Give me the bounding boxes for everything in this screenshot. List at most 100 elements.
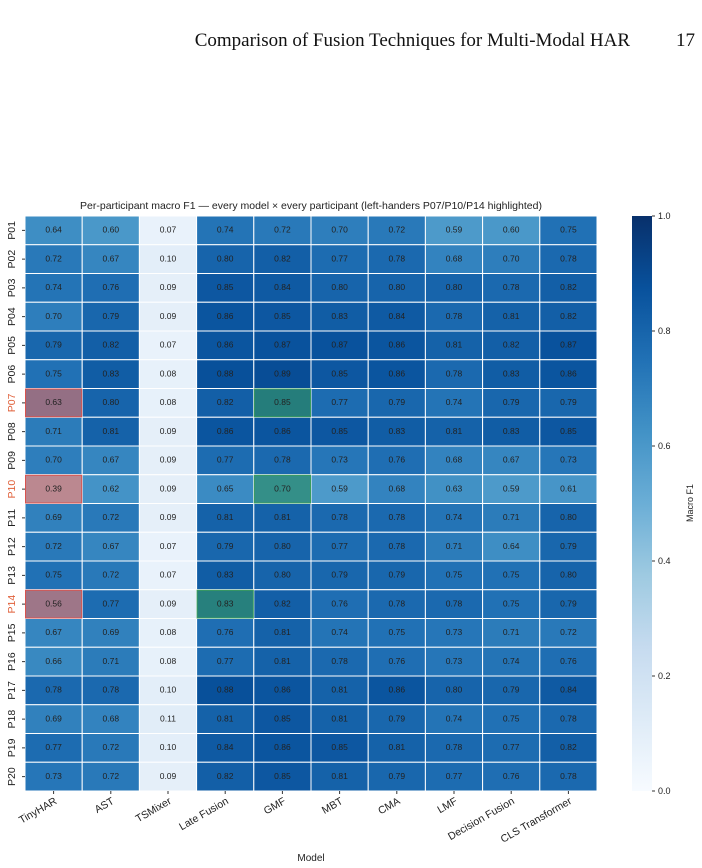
cell-value-label: 0.74 — [446, 713, 463, 723]
cell-value-label: 0.79 — [389, 570, 406, 580]
heatmap-cell — [310, 359, 369, 389]
heatmap-cell — [424, 416, 484, 447]
cell-value-label: 0.73 — [446, 627, 463, 637]
cell-value-label: 0.72 — [389, 225, 406, 235]
heatmap-cell — [367, 761, 426, 792]
heatmap-cell — [539, 445, 598, 476]
cell-value-label: 0.78 — [446, 598, 463, 608]
y-tick-label: P03 — [6, 278, 18, 297]
cell-value-label: 0.79 — [560, 598, 577, 608]
highlight-overlay — [253, 388, 312, 418]
cell-value-label: 0.69 — [45, 713, 62, 723]
cell-value-label: 0.82 — [217, 771, 234, 781]
cell-value-label: 0.72 — [103, 570, 120, 580]
cell-value-label: 0.82 — [217, 397, 234, 407]
cell-value-label: 0.73 — [446, 656, 463, 666]
heatmap-cell — [253, 646, 312, 677]
heatmap-cell — [138, 618, 198, 648]
cell-value-label: 0.68 — [103, 713, 120, 723]
cell-value-label: 0.83 — [389, 426, 406, 436]
x-tick-label: Late Fusion — [177, 795, 231, 833]
cell-value-label: 0.87 — [274, 340, 291, 350]
cell-value-label: 0.10 — [160, 253, 177, 263]
cell-value-label: 0.89 — [274, 368, 291, 378]
cell-value-label: 0.09 — [160, 598, 177, 608]
x-tick-label: CMA — [376, 795, 402, 817]
heatmap-cell — [81, 618, 140, 648]
cell-value-label: 0.74 — [217, 225, 234, 235]
heatmap-cell — [24, 301, 83, 332]
heatmap-cell — [424, 733, 484, 763]
cell-value-label: 0.77 — [331, 253, 348, 263]
cell-value-label: 0.07 — [160, 340, 177, 350]
heatmap-cell — [253, 445, 312, 476]
cell-value-label: 0.64 — [45, 225, 62, 235]
y-tick-label: P04 — [6, 307, 18, 326]
heatmap-cell — [81, 215, 140, 246]
y-tick-label: P02 — [6, 250, 18, 269]
cell-value-label: 0.67 — [103, 541, 120, 551]
heatmap-cell — [81, 273, 140, 303]
heatmap-cell — [138, 273, 198, 303]
cell-value-label: 0.76 — [103, 282, 120, 292]
cell-value-label: 0.70 — [331, 225, 348, 235]
y-tick-label: P18 — [6, 710, 18, 729]
heatmap-cell — [367, 503, 426, 533]
cell-value-label: 0.72 — [103, 512, 120, 522]
heatmap-cell — [424, 589, 484, 619]
heatmap-cell — [367, 273, 426, 303]
cell-value-label: 0.80 — [389, 282, 406, 292]
cell-value-label: 0.09 — [160, 512, 177, 522]
cell-value-label: 0.71 — [503, 627, 520, 637]
cell-value-label: 0.77 — [217, 455, 234, 465]
heatmap-cell — [482, 388, 541, 418]
heatmap-cell — [310, 301, 369, 332]
heatmap-cell — [138, 359, 198, 389]
cell-value-label: 0.79 — [217, 541, 234, 551]
heatmap-cell — [367, 560, 426, 591]
cell-value-label: 0.75 — [389, 627, 406, 637]
heatmap-cell — [539, 503, 598, 533]
cell-value-label: 0.86 — [217, 426, 234, 436]
heatmap-cell — [539, 646, 598, 677]
y-tick-label: P09 — [6, 451, 18, 470]
colorbar-tick-label: 0.2 — [658, 671, 671, 681]
heatmap-cell — [310, 388, 369, 418]
heatmap-cell — [310, 646, 369, 677]
heatmap-cell — [24, 273, 83, 303]
heatmap-cell — [424, 330, 484, 361]
cell-value-label: 0.68 — [389, 483, 406, 493]
heatmap-cell — [24, 761, 83, 792]
highlight-overlay — [25, 589, 83, 619]
cell-value-label: 0.72 — [274, 225, 291, 235]
cell-value-label: 0.76 — [560, 656, 577, 666]
x-tick-label: TinyHAR — [17, 795, 59, 826]
heatmap-cell — [24, 733, 83, 763]
cell-value-label: 0.81 — [446, 340, 463, 350]
y-tick-label: P14 — [6, 595, 18, 614]
cell-value-label: 0.80 — [274, 541, 291, 551]
heatmap-cell — [196, 560, 255, 591]
cell-value-label: 0.79 — [389, 397, 406, 407]
heatmap-cell — [482, 273, 541, 303]
cell-value-label: 0.85 — [274, 771, 291, 781]
cell-value-label: 0.78 — [274, 455, 291, 465]
cell-value-label: 0.79 — [103, 311, 120, 321]
cell-value-label: 0.73 — [45, 771, 62, 781]
heatmap-cell — [367, 330, 426, 361]
heatmap-cell — [81, 531, 140, 562]
y-tick-label: P19 — [6, 738, 18, 757]
cell-value-label: 0.07 — [160, 225, 177, 235]
cell-value-label: 0.76 — [389, 656, 406, 666]
cell-value-label: 0.78 — [503, 282, 520, 292]
heatmap-cell — [424, 531, 484, 562]
colorbar-tick-label: 0.4 — [658, 556, 671, 566]
heatmap-cell — [196, 761, 255, 792]
heatmap-cell — [482, 531, 541, 562]
cell-value-label: 0.82 — [274, 598, 291, 608]
y-tick-label: P11 — [6, 509, 18, 527]
heatmap-cell — [81, 589, 140, 619]
cell-value-label: 0.79 — [560, 541, 577, 551]
y-tick-label: P16 — [6, 652, 18, 671]
heatmap-cell — [367, 244, 426, 274]
